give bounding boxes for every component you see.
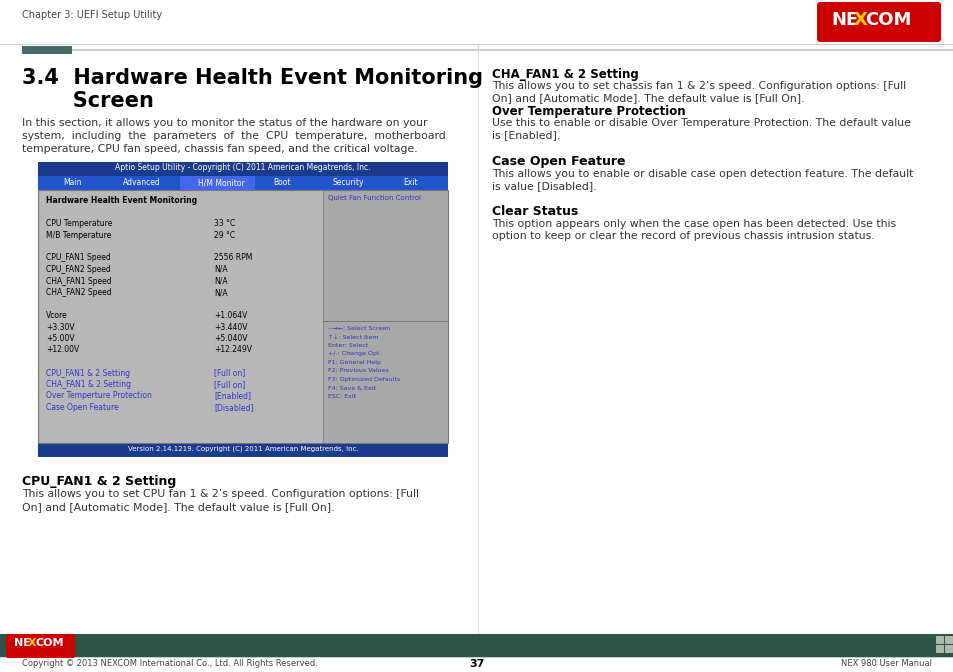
Text: Version 2.14.1219. Copyright (C) 2011 American Megatrends, Inc.: Version 2.14.1219. Copyright (C) 2011 Am…	[128, 445, 358, 452]
Text: CPU_FAN2 Speed: CPU_FAN2 Speed	[46, 265, 111, 274]
Text: In this section, it allows you to monitor the status of the hardware on your: In this section, it allows you to monito…	[22, 118, 427, 128]
Bar	[71, 49, 953, 51]
Text: N/A: N/A	[213, 288, 228, 297]
Text: This allows you to set CPU fan 1 & 2’s speed. Configuration options: [Full: This allows you to set CPU fan 1 & 2’s s…	[22, 489, 418, 499]
Bar	[323, 190, 324, 443]
Text: CPU_FAN1 Speed: CPU_FAN1 Speed	[46, 253, 111, 263]
Bar	[0, 44, 953, 45]
Text: +12.249V: +12.249V	[213, 345, 252, 355]
Text: [Full on]: [Full on]	[213, 380, 245, 389]
Text: This allows you to enable or disable case open detection feature. The default: This allows you to enable or disable cas…	[492, 169, 912, 179]
Bar	[0, 658, 953, 672]
Text: COM: COM	[36, 638, 65, 648]
Text: 29 °C: 29 °C	[213, 230, 234, 239]
Text: CHA_FAN1 Speed: CHA_FAN1 Speed	[46, 276, 112, 286]
Text: 3.4  Hardware Health Event Monitoring: 3.4 Hardware Health Event Monitoring	[22, 68, 482, 88]
Text: +3.440V: +3.440V	[213, 323, 247, 331]
Text: option to keep or clear the record of previous chassis intrusion status.: option to keep or clear the record of pr…	[492, 231, 874, 241]
Text: On] and [Automatic Mode]. The default value is [Full On].: On] and [Automatic Mode]. The default va…	[22, 502, 335, 512]
Text: is value [Disabled].: is value [Disabled].	[492, 181, 596, 191]
Text: F3: Optimized Defaults: F3: Optimized Defaults	[328, 377, 400, 382]
Text: ESC: Exit: ESC: Exit	[328, 394, 355, 399]
Bar	[477, 44, 478, 634]
Bar	[944, 645, 951, 652]
Text: F1: General Help: F1: General Help	[328, 360, 380, 365]
Bar	[0, 634, 953, 658]
Text: +/-: Change Opt.: +/-: Change Opt.	[328, 351, 381, 357]
Text: Case Open Feature: Case Open Feature	[492, 155, 625, 168]
Bar	[323, 190, 448, 443]
Text: This allows you to set chassis fan 1 & 2’s speed. Configuration options: [Full: This allows you to set chassis fan 1 & 2…	[492, 81, 905, 91]
Text: Boot: Boot	[273, 178, 291, 187]
Text: NEX 980 User Manual: NEX 980 User Manual	[841, 659, 931, 668]
Text: 33 °C: 33 °C	[213, 219, 235, 228]
Text: X: X	[28, 638, 36, 648]
Text: Vcore: Vcore	[46, 311, 68, 320]
Text: H/M Monitor: H/M Monitor	[198, 178, 245, 187]
Text: NE: NE	[830, 11, 858, 29]
Text: F4: Save & Exit: F4: Save & Exit	[328, 386, 375, 390]
Text: Over Temperture Protection: Over Temperture Protection	[46, 392, 152, 401]
Text: Chapter 3: UEFI Setup Utility: Chapter 3: UEFI Setup Utility	[22, 10, 162, 20]
Text: +12.00V: +12.00V	[46, 345, 79, 355]
Bar	[0, 657, 953, 658]
Text: COM: COM	[864, 11, 910, 29]
Text: ↑↓: Select Item: ↑↓: Select Item	[328, 335, 378, 339]
Text: N/A: N/A	[213, 276, 228, 286]
Text: Case Open Feature: Case Open Feature	[46, 403, 118, 412]
Text: 37: 37	[469, 659, 484, 669]
Text: Advanced: Advanced	[123, 178, 161, 187]
FancyBboxPatch shape	[6, 634, 75, 658]
Bar	[38, 176, 448, 190]
Text: CHA_FAN1 & 2 Setting: CHA_FAN1 & 2 Setting	[492, 68, 639, 81]
Bar	[935, 645, 942, 652]
Text: --→←: Select Screen: --→←: Select Screen	[328, 326, 390, 331]
Text: +3.30V: +3.30V	[46, 323, 74, 331]
Text: Copyright © 2013 NEXCOM International Co., Ltd. All Rights Reserved.: Copyright © 2013 NEXCOM International Co…	[22, 659, 317, 668]
Bar	[38, 190, 448, 443]
Text: M/B Temperature: M/B Temperature	[46, 230, 112, 239]
Bar	[38, 162, 448, 176]
Text: system,  including  the  parameters  of  the  CPU  temperature,  motherboard: system, including the parameters of the …	[22, 131, 445, 141]
Bar	[323, 321, 448, 322]
Text: CPU_FAN1 & 2 Setting: CPU_FAN1 & 2 Setting	[46, 368, 130, 378]
Text: F2: Previous Values: F2: Previous Values	[328, 368, 388, 374]
Bar	[944, 636, 951, 643]
Text: Security: Security	[333, 178, 364, 187]
Text: [Disabled]: [Disabled]	[213, 403, 253, 412]
Text: CHA_FAN1 & 2 Setting: CHA_FAN1 & 2 Setting	[46, 380, 131, 389]
Text: Main: Main	[63, 178, 81, 187]
Text: Use this to enable or disable Over Temperature Protection. The default value: Use this to enable or disable Over Tempe…	[492, 118, 910, 128]
Text: CPU Temperature: CPU Temperature	[46, 219, 112, 228]
Text: [Enabled]: [Enabled]	[213, 392, 251, 401]
Text: X: X	[853, 11, 867, 29]
FancyBboxPatch shape	[816, 2, 940, 42]
Text: Aptio Setup Utility - Copyright (C) 2011 American Megatrends, Inc.: Aptio Setup Utility - Copyright (C) 2011…	[115, 163, 371, 172]
Text: On] and [Automatic Mode]. The default value is [Full On].: On] and [Automatic Mode]. The default va…	[492, 93, 803, 103]
Text: Enter: Select: Enter: Select	[328, 343, 368, 348]
Text: is [Enabled].: is [Enabled].	[492, 130, 559, 140]
Text: +1.064V: +1.064V	[213, 311, 247, 320]
Text: +5.040V: +5.040V	[213, 334, 247, 343]
Text: +5.00V: +5.00V	[46, 334, 74, 343]
Text: Exit: Exit	[402, 178, 417, 187]
Text: Quiet Fan Function Control: Quiet Fan Function Control	[328, 195, 420, 201]
Text: temperature, CPU fan speed, chassis fan speed, and the critical voltage.: temperature, CPU fan speed, chassis fan …	[22, 144, 417, 154]
Bar	[22, 46, 71, 54]
Text: Screen: Screen	[22, 91, 153, 111]
Text: NE: NE	[14, 638, 30, 648]
Text: N/A: N/A	[213, 265, 228, 274]
Text: This option appears only when the case open has been detected. Use this: This option appears only when the case o…	[492, 219, 895, 229]
Bar	[38, 443, 448, 457]
Bar	[935, 636, 942, 643]
Bar	[38, 190, 323, 443]
Bar	[180, 176, 254, 190]
Text: CPU_FAN1 & 2 Setting: CPU_FAN1 & 2 Setting	[22, 475, 176, 488]
Text: 2556 RPM: 2556 RPM	[213, 253, 253, 263]
Text: [Full on]: [Full on]	[213, 368, 245, 378]
Text: Over Temperature Protection: Over Temperature Protection	[492, 105, 685, 118]
Text: Hardware Health Event Monitoring: Hardware Health Event Monitoring	[46, 196, 197, 205]
Text: CHA_FAN2 Speed: CHA_FAN2 Speed	[46, 288, 112, 297]
Text: Clear Status: Clear Status	[492, 205, 578, 218]
